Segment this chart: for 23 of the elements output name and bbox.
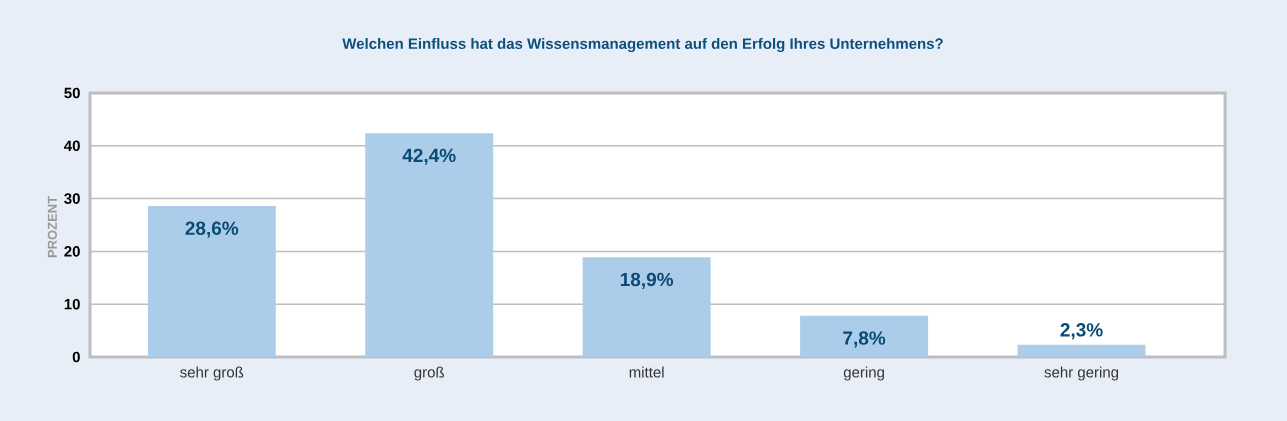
y-tick-label: 0 bbox=[72, 351, 80, 363]
x-tick-label: sehr groß bbox=[180, 366, 244, 381]
bar bbox=[800, 315, 929, 357]
bar bbox=[582, 257, 711, 357]
x-tick-label: mittel bbox=[629, 366, 664, 378]
y-tick-label: 50 bbox=[64, 87, 80, 99]
y-axis-title: PROZENT bbox=[47, 196, 57, 258]
bar bbox=[365, 133, 494, 357]
x-tick-label: sehr gering bbox=[1044, 366, 1119, 381]
data-label: 28,6% bbox=[185, 221, 239, 238]
bar bbox=[147, 205, 276, 357]
data-label: 42,4% bbox=[402, 148, 456, 165]
y-tick-label: 20 bbox=[64, 246, 80, 257]
chart-title: Welchen Einfluss hat das Wissensmanagement auf den Erfolg Ihres Unternehmens? bbox=[342, 37, 943, 53]
bar bbox=[1017, 344, 1146, 357]
data-label: 7,8% bbox=[843, 331, 886, 348]
x-tick-label: gering bbox=[843, 366, 884, 381]
data-label: 18,9% bbox=[620, 272, 674, 289]
data-label: 2,3% bbox=[1060, 323, 1103, 340]
y-tick-label: 40 bbox=[64, 140, 80, 152]
y-tick-label: 30 bbox=[64, 193, 80, 204]
x-tick-label: groß bbox=[414, 366, 445, 381]
y-tick-label: 10 bbox=[64, 298, 80, 310]
